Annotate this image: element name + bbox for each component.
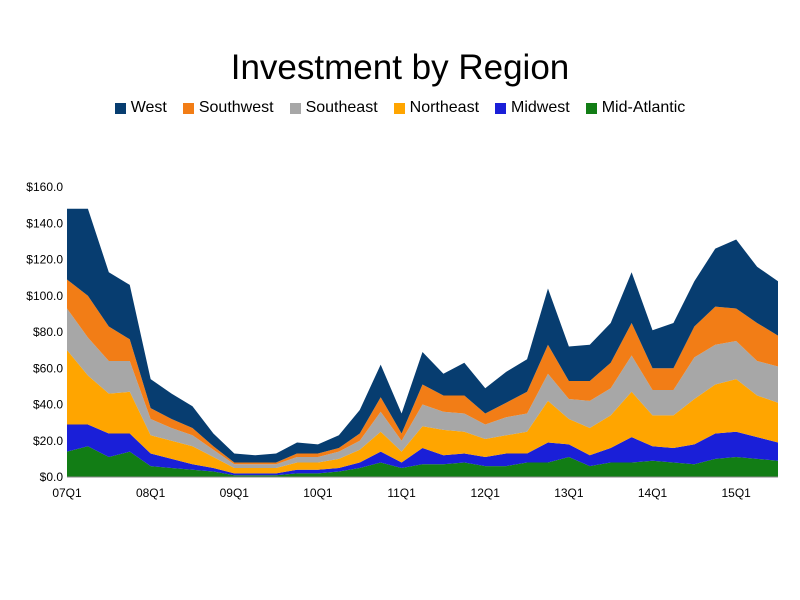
legend-swatch-mid-atlantic	[585, 102, 597, 114]
area-southeast	[67, 308, 778, 468]
legend-item-northeast: Northeast	[393, 99, 480, 117]
x-tick-label: 11Q1	[387, 486, 416, 500]
legend-item-southwest: Southwest	[182, 99, 274, 117]
legend-label-southwest: Southwest	[198, 99, 274, 116]
legend-item-west: West	[114, 99, 167, 117]
x-tick-label: 13Q1	[554, 486, 584, 500]
y-tick-label: $160.0	[26, 180, 63, 194]
y-tick-label: $80.0	[33, 325, 63, 339]
y-tick-label: $20.0	[33, 434, 63, 448]
x-tick-label: 08Q1	[136, 486, 166, 500]
area-series-group	[67, 208, 778, 477]
axes-group: $0.0 $20.0 $40.0 $60.0 $80.0 $100.0 $120.0 $140…	[26, 180, 778, 500]
x-tick-label: 09Q1	[220, 486, 250, 500]
x-tick-label: 15Q1	[721, 486, 751, 500]
x-tick-label: 10Q1	[303, 486, 333, 500]
x-tick-label: 12Q1	[471, 486, 501, 500]
y-tick-label: $0.0	[40, 470, 64, 484]
legend-label-northeast: Northeast	[409, 99, 480, 116]
legend-item-mid-atlantic: Mid-Atlantic	[585, 99, 686, 117]
x-tick-label: 14Q1	[638, 486, 668, 500]
legend-label-west: West	[130, 99, 167, 116]
y-tick-label: $40.0	[33, 398, 63, 412]
y-tick-label: $120.0	[26, 253, 63, 267]
area-mid-atlantic	[67, 446, 778, 477]
y-tick-label: $60.0	[33, 361, 63, 375]
legend-item-midwest: Midwest	[495, 99, 570, 117]
legend-label-mid-atlantic: Mid-Atlantic	[601, 99, 686, 116]
legend-swatch-southwest	[182, 102, 194, 114]
legend-swatch-southeast	[289, 102, 301, 114]
y-tick-label: $140.0	[26, 216, 63, 230]
chart-legend: West Southwest Southeast Northeast Midwe…	[0, 99, 800, 117]
legend-item-southeast: Southeast	[289, 99, 378, 117]
legend-label-midwest: Midwest	[511, 99, 570, 116]
area-northeast	[67, 350, 778, 474]
legend-swatch-northeast	[393, 102, 405, 114]
y-tick-label: $100.0	[26, 289, 63, 303]
chart-title: Investment by Region	[230, 48, 570, 87]
x-tick-label: 07Q1	[52, 486, 82, 500]
area-midwest	[67, 424, 778, 476]
legend-swatch-midwest	[495, 102, 507, 114]
legend-swatch-west	[114, 102, 126, 114]
legend-label-southeast: Southeast	[305, 99, 378, 116]
